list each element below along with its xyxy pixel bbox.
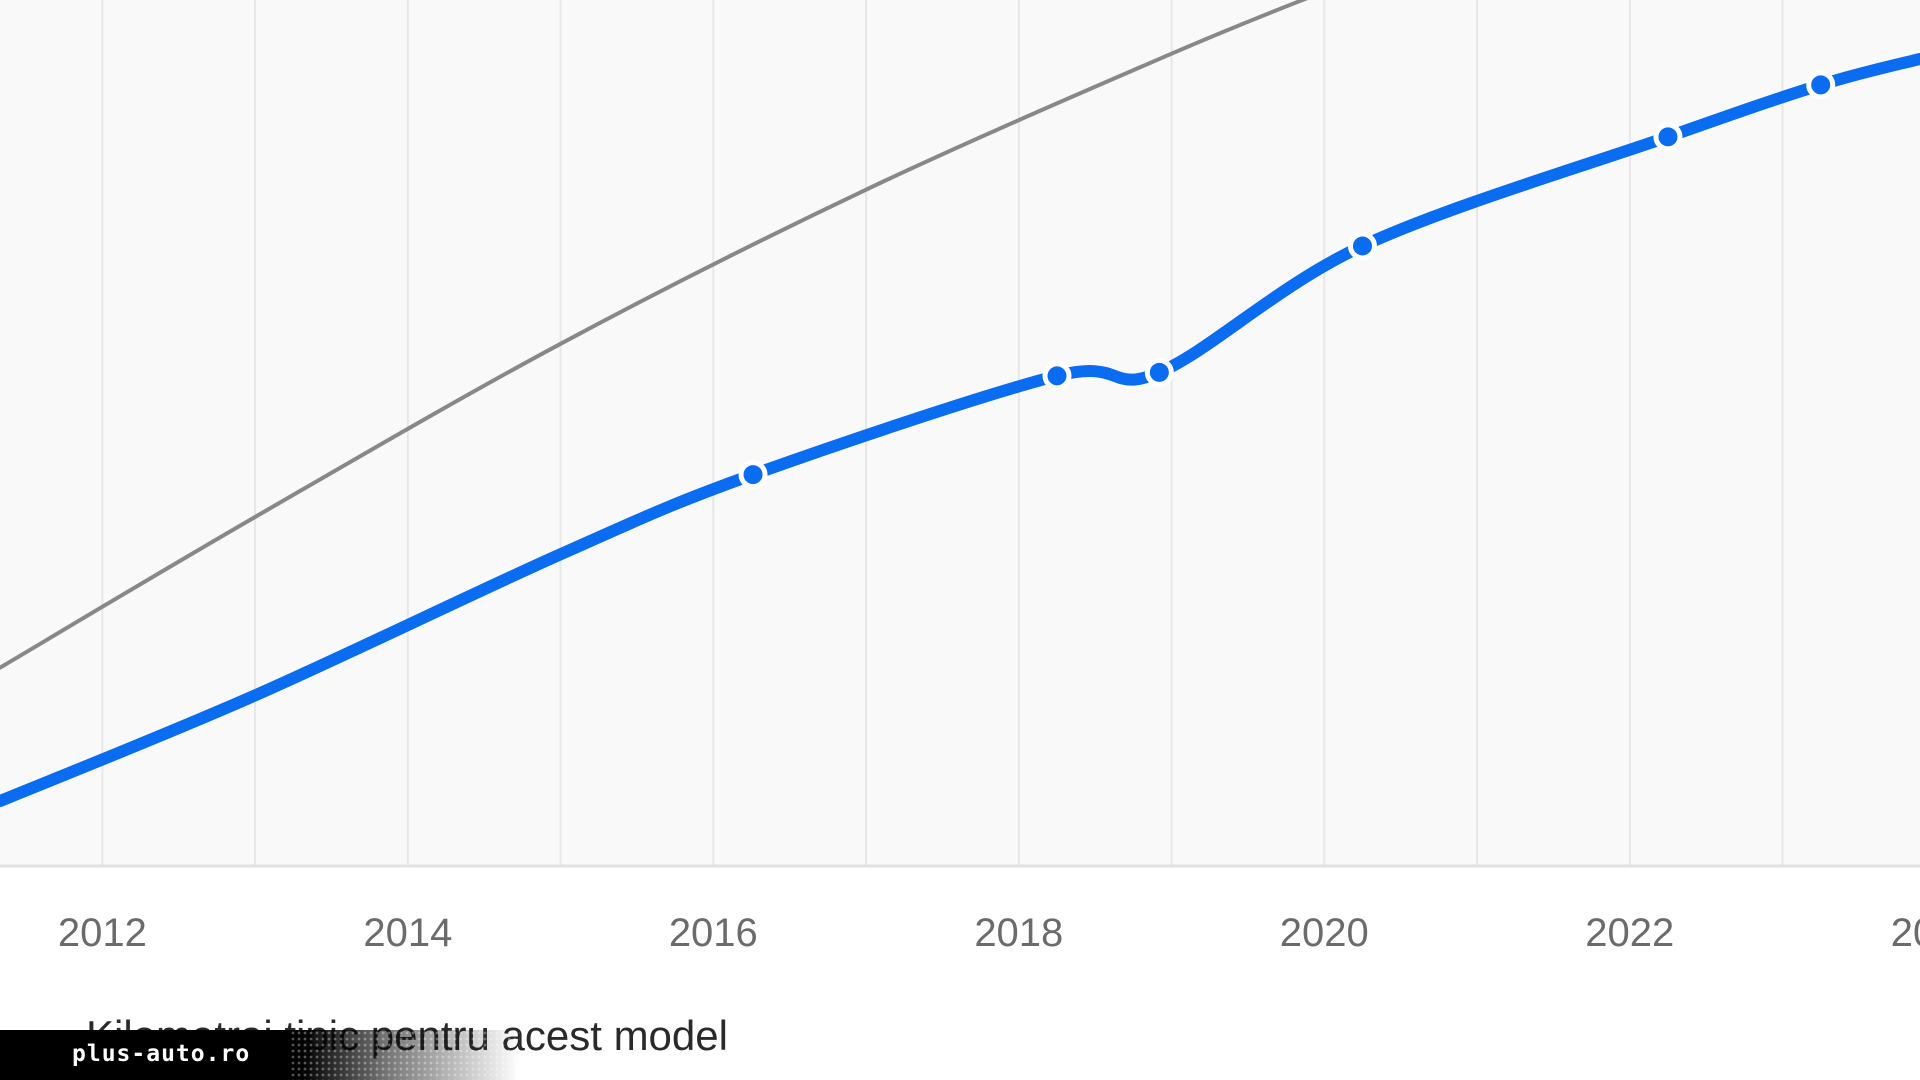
data-point-marker[interactable] bbox=[738, 460, 768, 490]
x-tick-label: 2020 bbox=[1280, 911, 1369, 955]
x-axis-ticks: 2012 2014 2016 2018 2020 2022 2024 bbox=[58, 911, 1920, 955]
x-tick-label: 2016 bbox=[669, 911, 758, 955]
series-group bbox=[0, 0, 1920, 808]
x-tick-label: 2018 bbox=[974, 911, 1063, 955]
x-tick-label: 2024 bbox=[1891, 911, 1920, 955]
data-point-marker[interactable] bbox=[1347, 231, 1377, 261]
data-point-marker[interactable] bbox=[1042, 361, 1072, 391]
data-point-marker[interactable] bbox=[1806, 70, 1836, 100]
data-point-marker[interactable] bbox=[1144, 357, 1174, 387]
x-tick-label: 2014 bbox=[363, 911, 452, 955]
data-point-marker[interactable] bbox=[1653, 122, 1683, 152]
watermark-halftone bbox=[290, 1030, 520, 1080]
watermark-text: plus-auto.ro bbox=[72, 1041, 251, 1067]
x-tick-label: 2012 bbox=[58, 911, 147, 955]
reference-mileage-line bbox=[0, 0, 1308, 670]
x-tick-label: 2022 bbox=[1585, 911, 1674, 955]
plot-background bbox=[0, 0, 1920, 866]
watermark-banner: plus-auto.ro bbox=[0, 1030, 520, 1080]
